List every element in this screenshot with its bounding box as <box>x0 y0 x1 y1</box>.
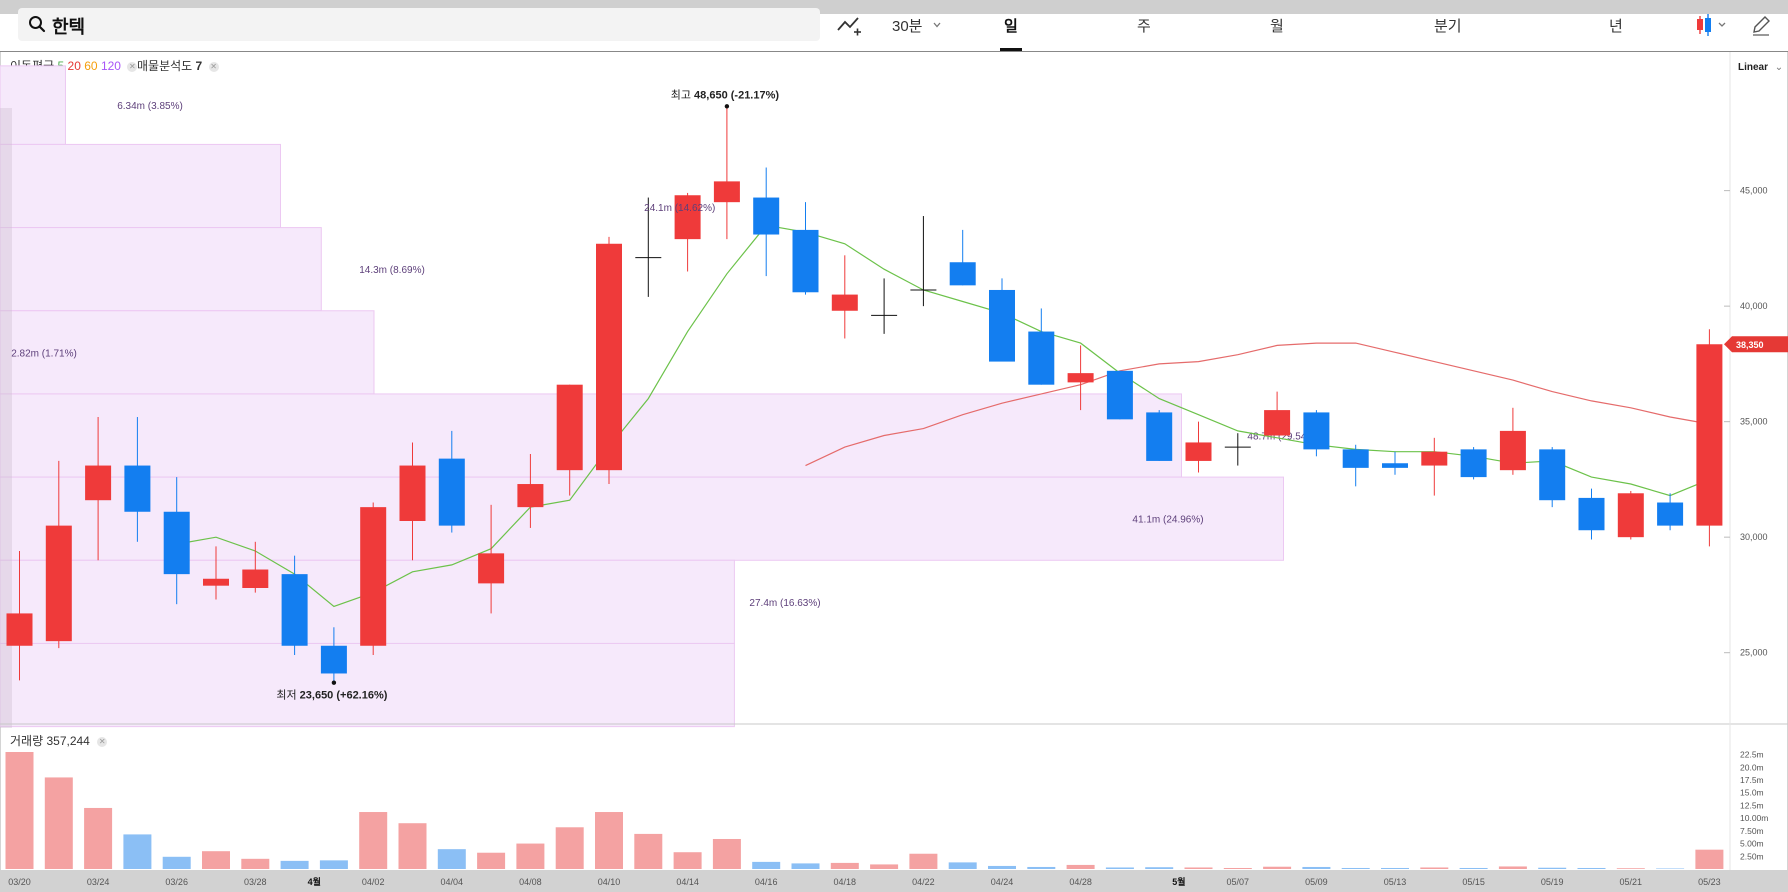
scale-mode-label: Linear <box>1738 62 1769 73</box>
indicator-add-icon[interactable] <box>836 10 862 40</box>
search-icon <box>29 16 46 33</box>
chevron-down-icon: ⌄ <box>1774 62 1784 73</box>
tab-quarter[interactable]: 분기 <box>1434 18 1462 35</box>
ma-legend[interactable]: 이동평균 5 20 60 120 ✕ <box>10 57 138 74</box>
ma-5: 5 <box>57 59 65 73</box>
close-icon[interactable]: ✕ <box>208 62 219 72</box>
scale-mode-select[interactable]: Linear ⌄ <box>1738 62 1783 73</box>
volume-profile-label: 매물분석도 <box>137 59 193 73</box>
ma-20: 20 <box>67 59 81 73</box>
tab-day[interactable]: 일 <box>1004 18 1018 35</box>
volume-profile-value: 7 <box>195 59 203 73</box>
volume-label: 거래량 <box>10 734 44 748</box>
volume-profile-legend[interactable]: 매물분석도 7 ✕ <box>137 57 219 74</box>
search-query: 한텍 <box>52 17 86 37</box>
chevron-down-icon[interactable] <box>932 20 942 30</box>
tab-week[interactable]: 주 <box>1137 18 1151 35</box>
search-input[interactable]: 한텍 <box>18 8 820 41</box>
active-tab-indicator <box>1000 48 1022 51</box>
ma-120: 120 <box>100 59 121 73</box>
candle-type-icon[interactable] <box>1695 10 1729 40</box>
tab-month[interactable]: 월 <box>1270 18 1284 35</box>
tab-year[interactable]: 년 <box>1609 18 1623 35</box>
top-toolbar: 한텍 30분 일 주 월 분기 년 <box>0 0 1788 52</box>
close-icon[interactable]: ✕ <box>97 737 108 747</box>
close-icon[interactable]: ✕ <box>127 62 138 72</box>
ma-label: 이동평균 <box>10 59 55 73</box>
pencil-icon[interactable] <box>1750 10 1772 40</box>
ma-60: 60 <box>84 59 98 73</box>
volume-legend[interactable]: 거래량 357,244 ✕ <box>10 732 108 749</box>
interval-select[interactable]: 30분 <box>892 18 923 35</box>
volume-value: 357,244 <box>46 734 90 748</box>
